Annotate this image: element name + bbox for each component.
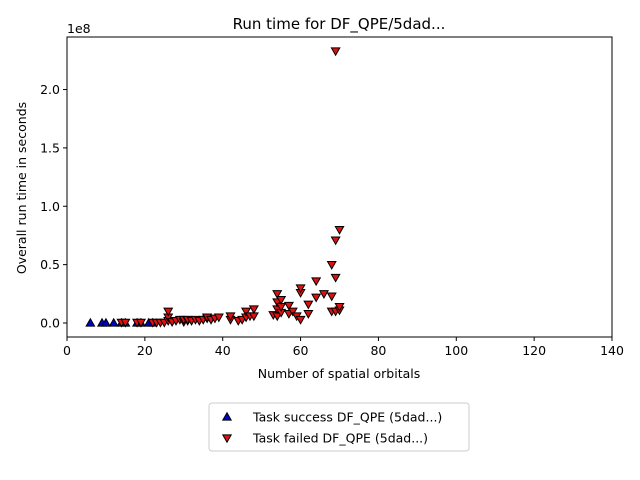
data-point: [163, 307, 174, 317]
data-point: [248, 305, 259, 315]
data-point: [330, 273, 341, 283]
data-point: [213, 313, 224, 323]
data-point: [330, 236, 341, 246]
data-point: [303, 300, 314, 310]
legend-label: Task success DF_QPE (5dad...): [252, 410, 442, 425]
legend-label: Task failed DF_QPE (5dad...): [252, 431, 428, 446]
data-point: [241, 307, 252, 317]
data-point: [100, 317, 111, 327]
axes-frame: [66, 36, 613, 338]
x-tick-label: 20: [137, 343, 153, 358]
data-point: [272, 290, 283, 300]
data-point: [303, 310, 314, 319]
data-point: [326, 292, 337, 302]
legend-marker: [221, 411, 233, 421]
data-point: [295, 315, 306, 325]
legend-marker: [221, 434, 233, 444]
data-point: [120, 318, 131, 328]
x-tick-label: 40: [215, 343, 231, 358]
data-point: [311, 277, 322, 287]
x-tick-label: 0: [63, 343, 71, 358]
y-tick-label: 1.0: [40, 199, 60, 214]
x-tick-label: 60: [293, 343, 309, 358]
legend: Task success DF_QPE (5dad...) Task failed…: [208, 402, 470, 452]
y-axis-label: Overall run time in seconds: [14, 102, 29, 274]
x-tick-label: 100: [444, 343, 468, 358]
data-point: [135, 318, 147, 328]
data-point: [283, 301, 294, 311]
data-point: [85, 317, 96, 327]
chart-title: Run time for DF_QPE/5dad...: [233, 15, 446, 34]
y-tick-label: 0.5: [40, 257, 60, 272]
data-point: [295, 284, 306, 294]
data-point: [108, 317, 119, 327]
plot-background: [67, 37, 612, 337]
data-point: [318, 290, 329, 300]
plot-area: [67, 37, 612, 337]
data-point: [287, 307, 298, 317]
data-point: [311, 293, 322, 303]
axes: 0 20 40 60 80 100 120 140 0.0 0.5 1.0 1.5 2.0: [40, 36, 624, 358]
x-tick-label: 140: [600, 343, 624, 358]
y-tick-label: 1.5: [40, 140, 60, 155]
data-point: [326, 260, 337, 270]
x-tick-label: 80: [370, 343, 386, 358]
y-axis-offset-label: 1e8: [67, 21, 91, 36]
y-tick-label: 2.0: [40, 82, 60, 97]
data-point: [225, 312, 236, 322]
legend-box: [208, 402, 470, 452]
data-markers: [85, 47, 345, 328]
x-axis-label: Number of spatial orbitals: [258, 366, 421, 381]
y-tick-label: 0.0: [40, 315, 60, 330]
x-tick-label: 120: [522, 343, 546, 358]
data-point: [334, 302, 345, 312]
data-point: [334, 225, 345, 235]
data-point: [330, 47, 341, 57]
data-point: [276, 295, 287, 305]
